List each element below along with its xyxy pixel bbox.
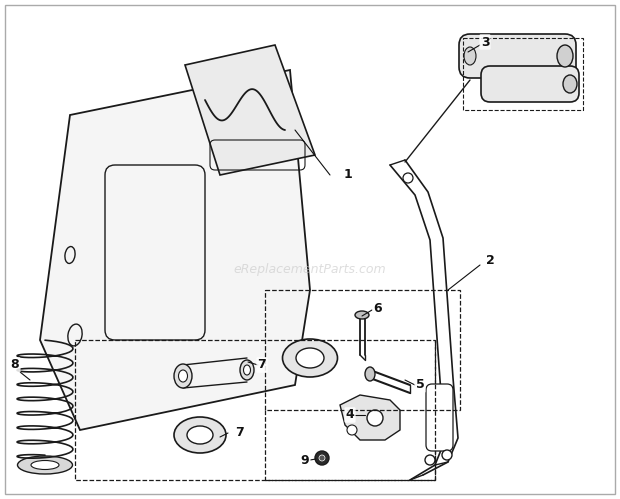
Circle shape: [442, 450, 452, 460]
Circle shape: [403, 173, 413, 183]
Polygon shape: [40, 70, 310, 430]
Text: 3: 3: [480, 35, 489, 48]
Text: 9: 9: [301, 454, 309, 467]
Ellipse shape: [31, 461, 59, 470]
Polygon shape: [340, 395, 400, 440]
FancyBboxPatch shape: [426, 384, 453, 451]
Text: eReplacementParts.com: eReplacementParts.com: [234, 263, 386, 276]
Ellipse shape: [187, 426, 213, 444]
Ellipse shape: [557, 45, 573, 67]
Text: 7: 7: [258, 358, 267, 371]
FancyBboxPatch shape: [459, 34, 576, 78]
Text: 2: 2: [485, 253, 494, 266]
Ellipse shape: [17, 456, 73, 474]
Ellipse shape: [464, 47, 476, 65]
Text: 7: 7: [236, 427, 244, 440]
Circle shape: [319, 455, 325, 461]
Ellipse shape: [365, 367, 375, 381]
FancyBboxPatch shape: [481, 66, 579, 102]
Ellipse shape: [283, 339, 337, 377]
Circle shape: [425, 455, 435, 465]
Ellipse shape: [174, 364, 192, 388]
Ellipse shape: [355, 311, 369, 319]
Text: 5: 5: [415, 379, 424, 392]
Bar: [463, 38, 583, 110]
Ellipse shape: [174, 417, 226, 453]
Circle shape: [347, 425, 357, 435]
Ellipse shape: [240, 360, 254, 380]
Polygon shape: [185, 45, 315, 175]
Text: 8: 8: [11, 358, 19, 371]
Ellipse shape: [244, 365, 250, 375]
Ellipse shape: [296, 348, 324, 368]
Bar: [265, 290, 460, 410]
Ellipse shape: [179, 370, 187, 382]
Text: 1: 1: [343, 169, 352, 182]
Text: 4: 4: [345, 409, 355, 422]
Ellipse shape: [563, 75, 577, 93]
Text: 6: 6: [374, 301, 383, 314]
Bar: [75, 340, 435, 480]
Circle shape: [367, 410, 383, 426]
Circle shape: [315, 451, 329, 465]
